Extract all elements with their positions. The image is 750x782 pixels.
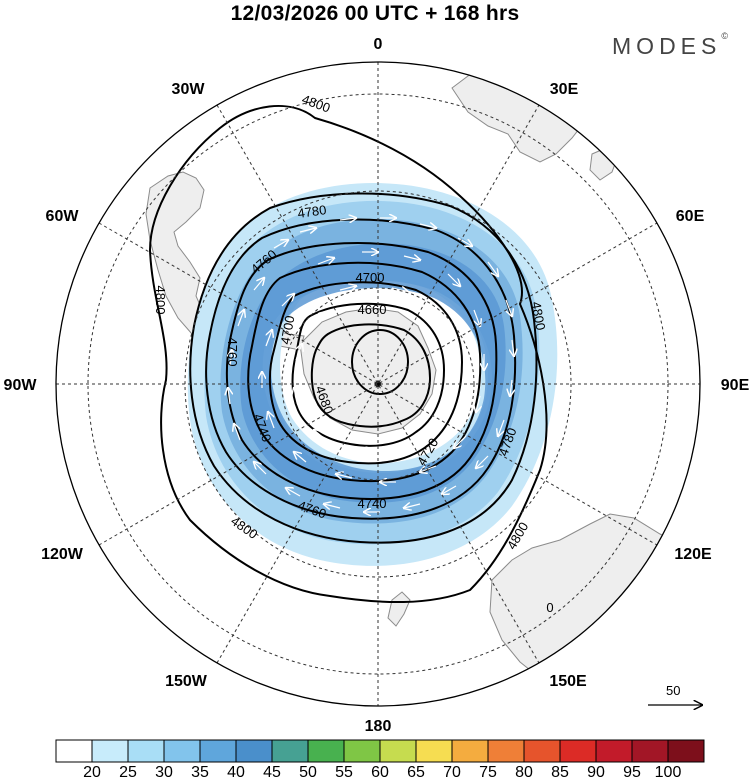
meridian-30 [216,104,540,664]
wind-speed-colorbar [55,739,705,763]
meridian-60 [98,222,658,546]
colorbar-tick-label: 70 [443,764,461,781]
colorbar-bin [235,739,273,763]
contour-label-4700-left: 4700 [278,314,298,345]
contour-4660 [310,323,432,428]
lon-label-90w: 90W [4,377,38,394]
contour-label-4800-left: 4800 [153,286,168,315]
latitude-circle-inner [281,287,475,481]
contour-label-4740-bottom: 4740 [358,496,387,511]
colorbar-bin [451,739,489,763]
lon-label-150w: 150W [165,673,208,690]
australia-land [489,513,700,706]
contour-4700 [268,281,464,465]
lon-label-30e: 30E [550,81,579,98]
graticule [56,62,700,706]
colorbar-bin [523,739,561,763]
meridian-120 [98,222,658,546]
south-pole-marker [374,380,382,388]
colorbar-tick-label: 45 [263,764,281,781]
colorbar-bin [91,739,129,763]
brand-name: MODES [612,33,722,59]
new-zealand-land [387,591,411,627]
meridian-150 [216,104,540,664]
contour-label-4800-se: 4800 [504,519,531,552]
colorbar-tick-label: 55 [335,764,353,781]
colorbar-bin [487,739,525,763]
lon-label-120w: 120W [41,546,84,563]
colorbar-bin [559,739,597,763]
colorbar-bin [379,739,417,763]
contour-label-4800-right: 4800 [529,300,549,331]
lon-label-120e: 120E [674,546,712,563]
longitude-labels: 0 30E 60E 90E 120E 150E 180 150W 120W 90… [4,36,750,735]
colorbar-tick-label: 85 [551,764,569,781]
lon-label-30w: 30W [172,81,206,98]
contour-4740 [225,242,498,500]
reference-vector: 50 [648,683,708,713]
reference-vector-label: 50 [666,683,681,698]
colorbar-bin [631,739,669,763]
colorbar-bin [415,739,453,763]
colorbar-tick-label: 60 [371,764,389,781]
contour-labels: 4800 4780 4760 4700 4660 4800 4760 4700 … [153,92,554,615]
contour-label-4780-top: 4780 [297,202,328,221]
colorbar-bin [163,739,201,763]
lon-label-60w: 60W [46,208,80,225]
copyright-mark: © [721,31,728,41]
colorbar-tick-label: 90 [587,764,605,781]
lon-label-180: 180 [365,718,392,735]
colorbar-tick-label: 20 [83,764,101,781]
contour-4780 [189,192,538,544]
colorbar-tick-label: 35 [191,764,209,781]
colorbar-bin [199,739,237,763]
colorbar-tick-label: 25 [119,764,137,781]
colorbar-tick-label: 95 [623,764,641,781]
wind-vectors [228,218,514,512]
colorbar-tick-label: 40 [227,764,245,781]
colorbar-tick-label: 30 [155,764,173,781]
colorbar-bin [667,739,705,763]
colorbar-tick-label: 65 [407,764,425,781]
contour-label-4760-left: 4760 [225,338,240,367]
reference-arrow-icon [648,683,708,713]
lon-label-90e: 90E [721,377,750,394]
map-content [145,62,700,706]
colorbar-bin [343,739,381,763]
contour-label-4660: 4660 [358,302,387,317]
lon-label-0: 0 [374,36,383,53]
brand-logo: MODES© [612,31,728,60]
antarctica-land [299,307,437,435]
colorbar-tick-label: 80 [515,764,533,781]
contour-4680 [291,302,446,447]
contour-label-0-se: 0 [546,600,553,615]
colorbar-bin [595,739,633,763]
contour-4800 [148,105,548,604]
colorbar-tick-label: 50 [299,764,317,781]
colorbar-bin [271,739,309,763]
contour-inner-low [351,329,409,395]
lon-label-150e: 150E [549,673,587,690]
colorbar-bin [127,739,165,763]
contour-label-4700-top: 4700 [356,270,385,285]
colorbar-bin [55,739,93,763]
map-title: 12/03/2026 00 UTC + 168 hrs [230,2,520,25]
lon-label-60e: 60E [676,208,705,225]
colorbar-tick-label: 75 [479,764,497,781]
globe-boundary [55,61,701,707]
colorbar-bin [307,739,345,763]
colorbar-tick-label: 100 [654,764,682,781]
